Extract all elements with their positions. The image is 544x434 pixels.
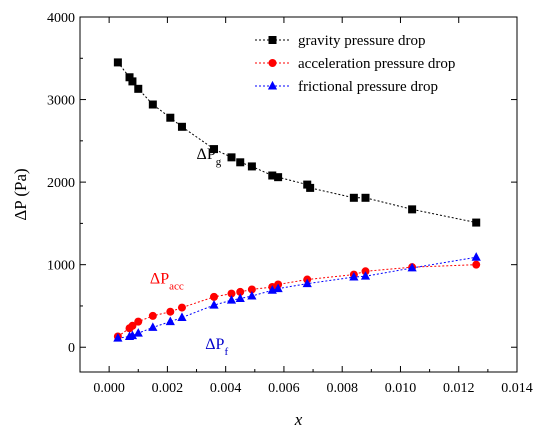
y-tick-label: 2000 xyxy=(47,176,75,191)
data-point xyxy=(471,252,481,261)
legend-label: gravity pressure drop xyxy=(298,33,425,49)
legend-label: frictional pressure drop xyxy=(298,79,438,95)
data-point xyxy=(177,312,187,321)
legend-marker xyxy=(267,80,278,90)
data-point xyxy=(134,84,143,93)
data-point xyxy=(349,193,358,202)
x-tick-label: 0.006 xyxy=(268,381,300,396)
series-square xyxy=(113,58,481,227)
data-point xyxy=(128,321,137,330)
y-axis-title: ΔP (Pa) xyxy=(11,168,30,220)
data-point xyxy=(247,290,257,300)
x-axis-title: x xyxy=(294,410,303,429)
data-point xyxy=(148,100,157,109)
series-triangle xyxy=(113,252,481,342)
data-point xyxy=(125,73,134,82)
data-point xyxy=(361,193,370,202)
data-point xyxy=(408,205,417,214)
legend-entry: acceleration pressure drop xyxy=(255,56,455,72)
legend-label: acceleration pressure drop xyxy=(298,56,455,72)
data-point xyxy=(133,328,143,337)
data-point xyxy=(210,145,219,154)
x-tick-label: 0.012 xyxy=(443,381,475,396)
annotation-label: ΔPacc xyxy=(150,271,184,293)
data-point xyxy=(209,300,219,309)
data-point xyxy=(268,171,277,180)
data-point xyxy=(236,287,245,296)
legend-entry: frictional pressure drop xyxy=(255,79,438,95)
data-point xyxy=(127,330,138,340)
plot-frame xyxy=(79,16,518,373)
data-point xyxy=(407,262,417,272)
series-line xyxy=(117,256,477,339)
x-tick-label: 0.010 xyxy=(385,381,417,396)
legend: gravity pressure drop acceleration pressu… xyxy=(255,33,455,95)
data-point xyxy=(235,293,245,302)
x-tick-label: 0.014 xyxy=(501,381,533,396)
data-point xyxy=(302,278,312,288)
data-point xyxy=(227,153,236,162)
series-line xyxy=(117,264,477,337)
data-point xyxy=(210,292,219,301)
data-point xyxy=(177,122,186,131)
data-point xyxy=(165,316,175,326)
data-point xyxy=(227,289,236,298)
legend-marker xyxy=(268,36,277,44)
data-point xyxy=(472,218,481,227)
data-point xyxy=(113,58,122,67)
data-point xyxy=(166,307,175,316)
data-point xyxy=(148,322,158,331)
x-tick-label: 0.002 xyxy=(152,381,184,396)
data-point xyxy=(177,303,186,312)
data-point xyxy=(148,311,157,320)
data-point xyxy=(472,260,481,269)
annotation-label: ΔPg xyxy=(197,146,222,168)
y-tick-label: 3000 xyxy=(47,94,75,109)
data-point xyxy=(166,113,175,122)
data-point xyxy=(349,271,359,281)
data-point xyxy=(128,77,137,86)
x-tick-label: 0.008 xyxy=(326,381,358,396)
annotation-label: ΔPf xyxy=(205,336,228,358)
y-tick-label: 1000 xyxy=(47,259,75,274)
data-point xyxy=(134,317,143,326)
y-tick-label: 4000 xyxy=(47,11,75,26)
data-point xyxy=(247,162,256,171)
legend-entry: gravity pressure drop xyxy=(255,33,425,49)
data-point xyxy=(273,283,283,293)
legend-marker xyxy=(268,59,277,67)
data-point xyxy=(236,158,245,167)
data-point xyxy=(360,271,371,280)
data-point xyxy=(274,173,283,182)
y-tick-label: 0 xyxy=(68,341,75,356)
data-point xyxy=(226,295,237,304)
data-point xyxy=(247,285,256,294)
annotations: ΔPg ΔPacc ΔPf xyxy=(150,146,229,358)
data-point xyxy=(113,333,123,342)
x-tick-label: 0.000 xyxy=(93,381,125,396)
data-point xyxy=(306,183,315,192)
series-circle xyxy=(113,260,481,341)
axes: 0.000 0.002 0.004 0.006 0.008 0.010 0.012 0.014… xyxy=(11,11,533,429)
plot-area xyxy=(113,58,481,342)
x-tick-label: 0.004 xyxy=(210,381,242,396)
